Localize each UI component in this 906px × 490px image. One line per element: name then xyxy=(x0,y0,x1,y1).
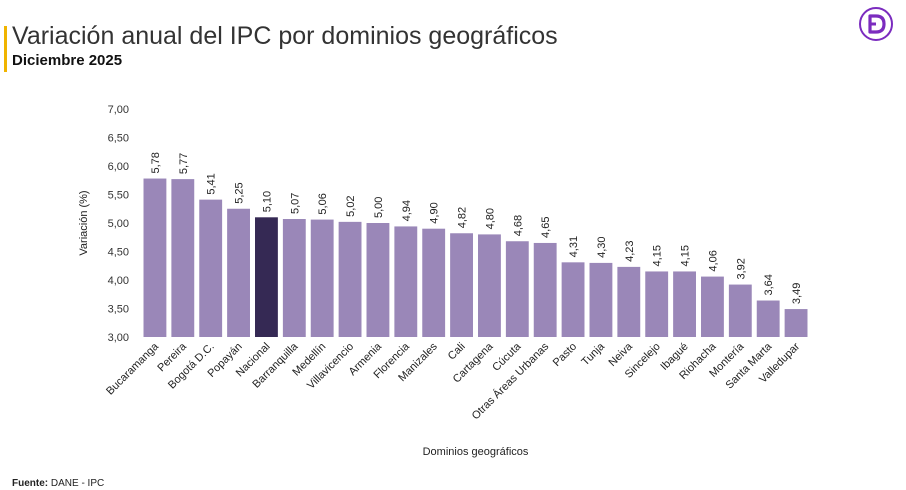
data-label: 4,31 xyxy=(568,236,580,257)
source-label: Fuente: xyxy=(12,478,49,489)
bar xyxy=(171,179,195,337)
y-tick-label: 4,00 xyxy=(108,275,129,287)
bar xyxy=(199,199,223,337)
bar xyxy=(255,217,278,337)
bar xyxy=(338,221,362,337)
bar xyxy=(645,271,669,337)
chart-title: Variación anual del IPC por dominios geo… xyxy=(12,22,558,50)
y-tick-label: 5,00 xyxy=(108,218,129,230)
bar xyxy=(589,262,613,337)
x-axis-label: Dominios geográficos xyxy=(423,446,529,458)
y-axis-label: Variación (%) xyxy=(78,190,90,255)
source-note: Fuente: DANE - IPC xyxy=(12,478,104,489)
bar xyxy=(143,178,167,337)
bar-chart: 3,00 3,50 4,00 4,50 5,00 5,50 6,00 6,50 7,00 Vari… xyxy=(78,104,808,458)
x-tick-label: Cali xyxy=(446,341,468,363)
bar xyxy=(728,284,752,337)
chart-subtitle: Diciembre 2025 xyxy=(12,52,123,69)
y-tick-label: 6,00 xyxy=(108,161,129,173)
data-label: 4,68 xyxy=(512,215,524,236)
bar xyxy=(310,219,334,337)
data-label: 3,64 xyxy=(763,274,775,295)
data-label: 5,77 xyxy=(178,153,190,174)
data-label: 5,78 xyxy=(150,152,162,173)
x-tick-label: Bucaramanga xyxy=(104,340,162,398)
data-label: 4,65 xyxy=(540,217,552,238)
bar xyxy=(394,226,418,337)
bar xyxy=(505,241,529,337)
data-label: 5,10 xyxy=(261,191,273,212)
source-value: DANE - IPC xyxy=(50,478,105,489)
y-tick-label: 6,50 xyxy=(108,133,129,145)
bar xyxy=(227,208,250,337)
bar xyxy=(478,234,501,337)
x-tick-label: Tunja xyxy=(579,340,607,368)
data-label: 4,90 xyxy=(429,202,441,223)
data-label: 5,07 xyxy=(289,193,301,214)
bar xyxy=(450,233,473,337)
data-label: 3,92 xyxy=(735,258,747,279)
data-label: 4,15 xyxy=(652,245,664,266)
data-label: 4,82 xyxy=(457,207,469,228)
data-label: 3,49 xyxy=(791,283,803,304)
title-accent-bar xyxy=(4,26,7,72)
y-tick-label: 7,00 xyxy=(108,104,129,116)
bar xyxy=(784,309,808,337)
bar xyxy=(366,223,390,337)
y-tick-label: 3,00 xyxy=(108,332,129,344)
data-label: 4,06 xyxy=(707,250,719,271)
bar xyxy=(701,276,724,337)
data-label: 4,23 xyxy=(624,240,636,261)
data-label: 4,94 xyxy=(401,200,413,221)
data-label: 5,00 xyxy=(373,197,385,218)
data-label: 5,06 xyxy=(317,193,329,214)
y-tick-label: 4,50 xyxy=(108,247,129,259)
data-label: 4,15 xyxy=(680,245,692,266)
bar xyxy=(422,228,446,337)
bar xyxy=(756,300,780,337)
data-label: 4,30 xyxy=(596,236,608,257)
data-label: 5,25 xyxy=(234,182,246,203)
bar xyxy=(282,219,306,337)
data-label: 5,02 xyxy=(345,195,357,216)
x-tick-label: Pasto xyxy=(551,341,579,369)
bar xyxy=(533,242,557,337)
bar xyxy=(673,271,696,337)
bar xyxy=(561,262,585,337)
data-label: 4,80 xyxy=(484,208,496,229)
data-label: 5,41 xyxy=(206,173,218,194)
y-tick-label: 5,50 xyxy=(108,190,129,202)
y-tick-label: 3,50 xyxy=(108,304,129,316)
bar xyxy=(617,266,641,337)
dane-d-logo-icon xyxy=(859,7,893,41)
